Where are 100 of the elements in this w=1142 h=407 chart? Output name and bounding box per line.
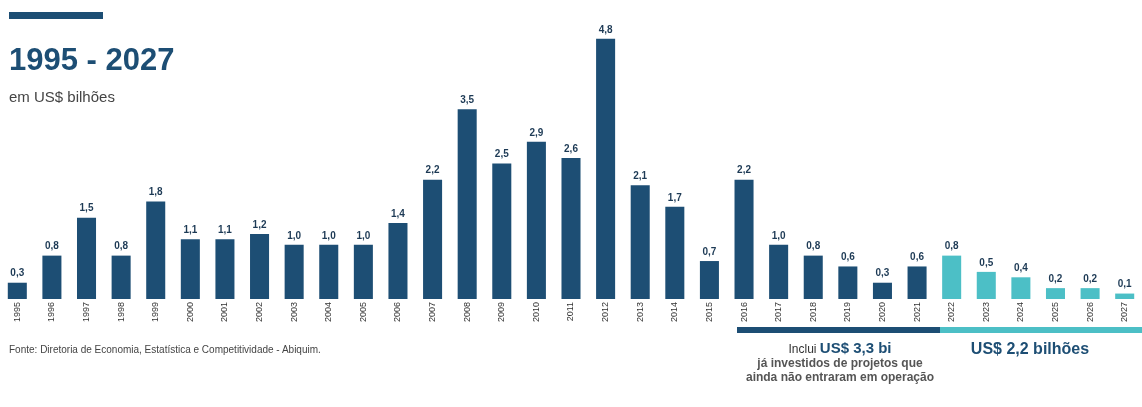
data-label: 2,1 (633, 169, 648, 181)
data-label: 0,8 (944, 240, 960, 252)
bar (596, 38, 616, 299)
bar (838, 266, 858, 299)
data-label: 1,0 (321, 229, 337, 241)
bar (250, 233, 270, 299)
bar (907, 266, 927, 299)
data-label: 2,5 (494, 148, 510, 160)
data-label: 2,2 (737, 164, 752, 176)
x-tick-label: 1999 (150, 301, 161, 323)
bar (180, 239, 200, 299)
bar (769, 244, 789, 299)
data-label: 0,6 (840, 251, 856, 263)
x-tick-label: 2008 (461, 301, 472, 323)
x-tick-label: 2012 (600, 301, 611, 323)
bar (77, 217, 97, 299)
bar (42, 255, 62, 299)
data-label: 0,1 (1117, 278, 1133, 290)
x-tick-label: 2009 (496, 301, 507, 323)
x-tick-label: 2026 (1084, 301, 1095, 323)
data-label: 2,2 (425, 164, 440, 176)
data-label: 0,6 (910, 251, 925, 263)
x-tick-label: 2005 (357, 301, 368, 323)
data-label: 1,1 (217, 224, 233, 236)
bar (872, 282, 892, 299)
data-label: 0,3 (875, 267, 890, 279)
data-label: 0,8 (114, 240, 129, 252)
bar (665, 206, 685, 299)
bar (7, 282, 27, 299)
data-label: 1,7 (667, 191, 683, 203)
bar (1045, 288, 1065, 299)
data-label: 0,2 (1083, 272, 1098, 284)
data-label: 1,4 (391, 207, 406, 219)
x-tick-label: 2002 (254, 301, 265, 323)
bar (561, 158, 581, 299)
x-tick-label: 1995 (11, 301, 22, 323)
x-tick-label: 2024 (1015, 301, 1026, 323)
bar (526, 141, 546, 299)
x-tick-label: 2010 (530, 301, 541, 323)
bar (388, 223, 408, 299)
x-tick-label: 2000 (184, 301, 195, 323)
bar (423, 179, 443, 299)
bar (1080, 288, 1100, 299)
bar (319, 244, 339, 299)
x-tick-label: 2022 (946, 301, 957, 323)
bar (942, 255, 962, 299)
x-tick-label: 1996 (46, 301, 57, 323)
x-tick-label: 2014 (669, 301, 680, 323)
x-tick-label: 2006 (392, 301, 403, 323)
data-label: 0,7 (702, 245, 717, 257)
data-label: 0,4 (1013, 262, 1029, 274)
x-tick-label: 2004 (323, 301, 334, 323)
x-tick-label: 2003 (288, 301, 299, 323)
data-label: 1,2 (252, 218, 267, 230)
bar (353, 244, 373, 299)
bar (111, 255, 131, 299)
data-label: 0,5 (979, 256, 994, 268)
bar (146, 201, 166, 299)
bar (492, 163, 512, 299)
x-tick-label: 2023 (980, 301, 991, 323)
data-label: 1,8 (148, 186, 164, 198)
x-tick-label: 2015 (703, 301, 714, 323)
data-label: 1,1 (183, 224, 198, 236)
bar (215, 239, 235, 299)
data-label: 2,9 (529, 126, 544, 138)
bar (803, 255, 823, 299)
data-label: 3,5 (460, 94, 475, 106)
data-label: 2,6 (564, 142, 579, 154)
x-tick-label: 2021 (911, 301, 922, 323)
text: US$ 2,2 bilhões (969, 340, 1091, 358)
x-tick-label: 2017 (773, 301, 784, 323)
data-label: 1,0 (356, 229, 371, 241)
x-tick-label: 2007 (427, 301, 438, 323)
bar (976, 271, 996, 299)
x-tick-label: 1997 (81, 301, 91, 323)
bar (284, 244, 304, 299)
text: já investidos de projetos que ainda não entraram em operação (744, 356, 936, 384)
x-tick-label: 2027 (1119, 301, 1130, 323)
data-label: 1,0 (287, 229, 302, 241)
chart-title: 1995 - 2027 (9, 42, 175, 78)
data-label: 0,2 (1048, 272, 1063, 284)
x-tick-label: 2018 (807, 301, 818, 323)
bar (1011, 277, 1031, 299)
x-tick-label: 2013 (634, 301, 645, 323)
bar (699, 261, 719, 299)
text: em US$ bilhões (9, 88, 115, 105)
bar (1115, 293, 1135, 299)
data-label: 1,5 (79, 202, 94, 214)
x-tick-label: 2025 (1049, 301, 1060, 323)
text: US$ 3,3 bi (819, 339, 892, 356)
data-label: 0,3 (10, 267, 25, 279)
x-tick-label: 2019 (842, 301, 853, 323)
data-label: 0,8 (44, 240, 60, 252)
bar (630, 185, 650, 299)
source-note: Fonte: Diretoria de Economia, Estatística e Competitividade - Abiquim. (9, 344, 321, 355)
bar (734, 179, 754, 299)
bar (457, 109, 477, 299)
data-label: 0,8 (806, 240, 821, 252)
x-tick-label: 2020 (876, 301, 887, 323)
data-label: 4,8 (598, 23, 613, 35)
